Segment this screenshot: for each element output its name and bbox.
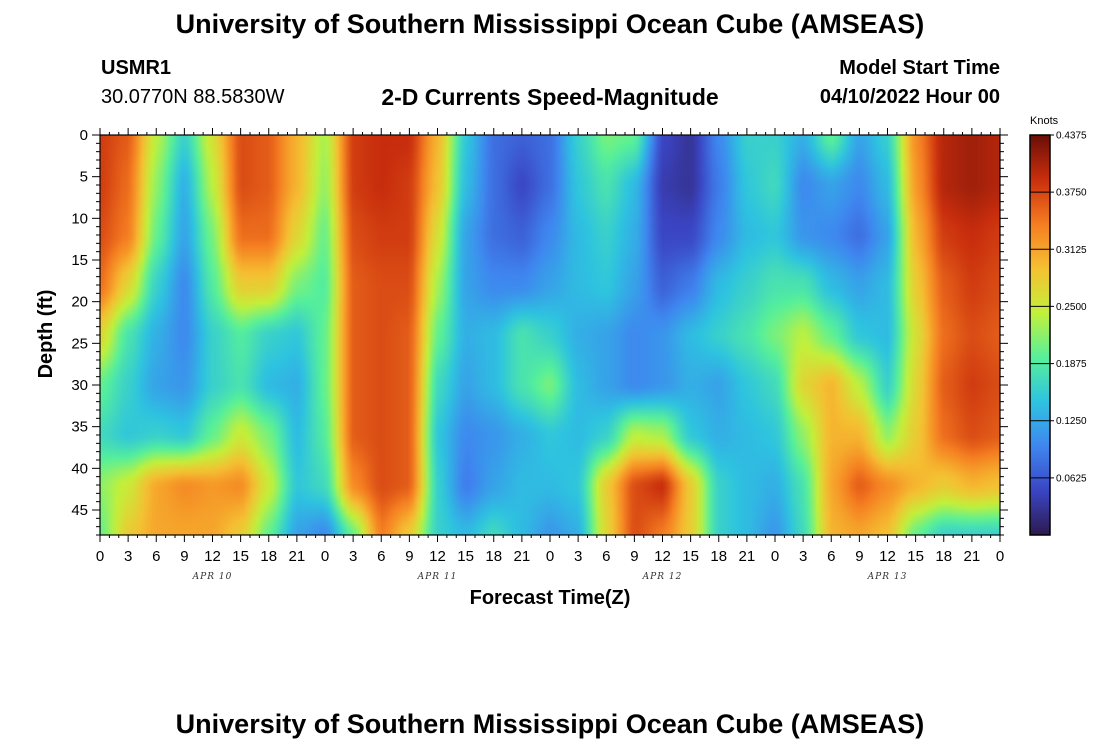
x-tick-label: 18 <box>710 548 727 565</box>
y-axis: 0 5 10 15 20 25 30 35 40 45 <box>71 127 1008 536</box>
y-tick-label: 20 <box>71 294 88 311</box>
colorbar-unit: Knots <box>1030 115 1059 127</box>
x-tick-label: 15 <box>682 548 699 565</box>
x-tick-label: 12 <box>429 548 446 565</box>
x-tick-label: 15 <box>232 548 249 565</box>
day-label: APR 11 <box>417 572 458 582</box>
x-tick-label: 0 <box>996 548 1004 565</box>
x-tick-label: 3 <box>124 548 132 565</box>
x-tick-label: 9 <box>180 548 188 565</box>
x-tick-label: 21 <box>514 548 531 565</box>
x-axis-title: Forecast Time(Z) <box>470 587 631 609</box>
heatmap-cells <box>100 135 1000 535</box>
x-tick-label: 3 <box>349 548 357 565</box>
y-axis-title: Depth (ft) <box>35 290 57 379</box>
y-tick-label: 40 <box>71 460 88 477</box>
footer-title: University of Southern Mississippi Ocean… <box>175 709 925 739</box>
y-tick-label: 45 <box>71 502 88 519</box>
x-tick-label: 21 <box>964 548 981 565</box>
x-tick-label: 0 <box>546 548 554 565</box>
x-tick-label: 18 <box>935 548 952 565</box>
colorbar-tick-label: 0.3125 <box>1056 245 1087 256</box>
x-tick-label: 0 <box>321 548 329 565</box>
x-tick-label: 12 <box>204 548 221 565</box>
x-tick-label: 15 <box>457 548 474 565</box>
x-tick-label: 12 <box>879 548 896 565</box>
x-tick-label: 18 <box>260 548 277 565</box>
colorbar-ticks: 0.4375 0.3750 0.3125 0.2500 0.1875 0.1250 0.06… <box>1030 131 1087 484</box>
x-tick-label: 9 <box>405 548 413 565</box>
x-tick-label: 21 <box>289 548 306 565</box>
y-tick-label: 10 <box>71 210 88 227</box>
station-id: USMR1 <box>101 57 172 79</box>
x-tick-label: 3 <box>799 548 807 565</box>
x-tick-label: 6 <box>152 548 160 565</box>
colorbar-tick-label: 0.1250 <box>1056 416 1087 427</box>
main-title: University of Southern Mississippi Ocean… <box>175 9 925 39</box>
x-axis: 0 3 6 9 12 15 18 21 0 3 6 9 12 15 18 21 0 3 6 9 12 15 18 21 0 3 6 9… <box>96 128 1004 565</box>
chart-subtitle: 2-D Currents Speed-Magnitude <box>381 84 719 110</box>
x-tick-label: 6 <box>827 548 835 565</box>
colorbar-tick-label: 0.1875 <box>1056 359 1087 370</box>
x-tick-label: 6 <box>602 548 610 565</box>
day-label: APR 13 <box>867 572 908 582</box>
x-tick-label: 3 <box>574 548 582 565</box>
x-tick-label: 9 <box>630 548 638 565</box>
station-coordinates: 30.0770N 88.5830W <box>101 86 285 108</box>
y-tick-label: 30 <box>71 377 88 394</box>
x-tick-label: 21 <box>739 548 756 565</box>
day-label: APR 12 <box>642 572 683 582</box>
x-tick-label: 6 <box>377 548 385 565</box>
model-start-value: 04/10/2022 Hour 00 <box>819 86 1000 108</box>
colorbar-tick-label: 0.0625 <box>1056 473 1087 484</box>
x-tick-label: 18 <box>485 548 502 565</box>
colorbar-tick-label: 0.3750 <box>1056 188 1087 199</box>
x-tick-label: 9 <box>855 548 863 565</box>
colorbar-gradient <box>1029 134 1051 536</box>
y-tick-label: 35 <box>71 419 88 436</box>
x-tick-label: 15 <box>907 548 924 565</box>
day-labels: APR 10 APR 11 APR 12 APR 13 <box>192 572 908 582</box>
y-tick-label: 25 <box>71 335 88 352</box>
y-tick-label: 5 <box>80 169 88 186</box>
colorbar-tick-label: 0.4375 <box>1056 131 1087 142</box>
day-label: APR 10 <box>192 572 233 582</box>
colorbar-tick-label: 0.2500 <box>1056 302 1087 313</box>
heatmap-raster <box>100 135 1000 535</box>
model-start-label: Model Start Time <box>839 57 1000 79</box>
x-tick-label: 0 <box>771 548 779 565</box>
y-tick-label: 15 <box>71 252 88 269</box>
x-tick-label: 0 <box>96 548 104 565</box>
colorbar: Knots 0.4375 0.3750 0.3125 0.2500 0.1875 0.12… <box>1029 115 1087 536</box>
x-tick-label: 12 <box>654 548 671 565</box>
y-tick-label: 0 <box>80 127 88 144</box>
